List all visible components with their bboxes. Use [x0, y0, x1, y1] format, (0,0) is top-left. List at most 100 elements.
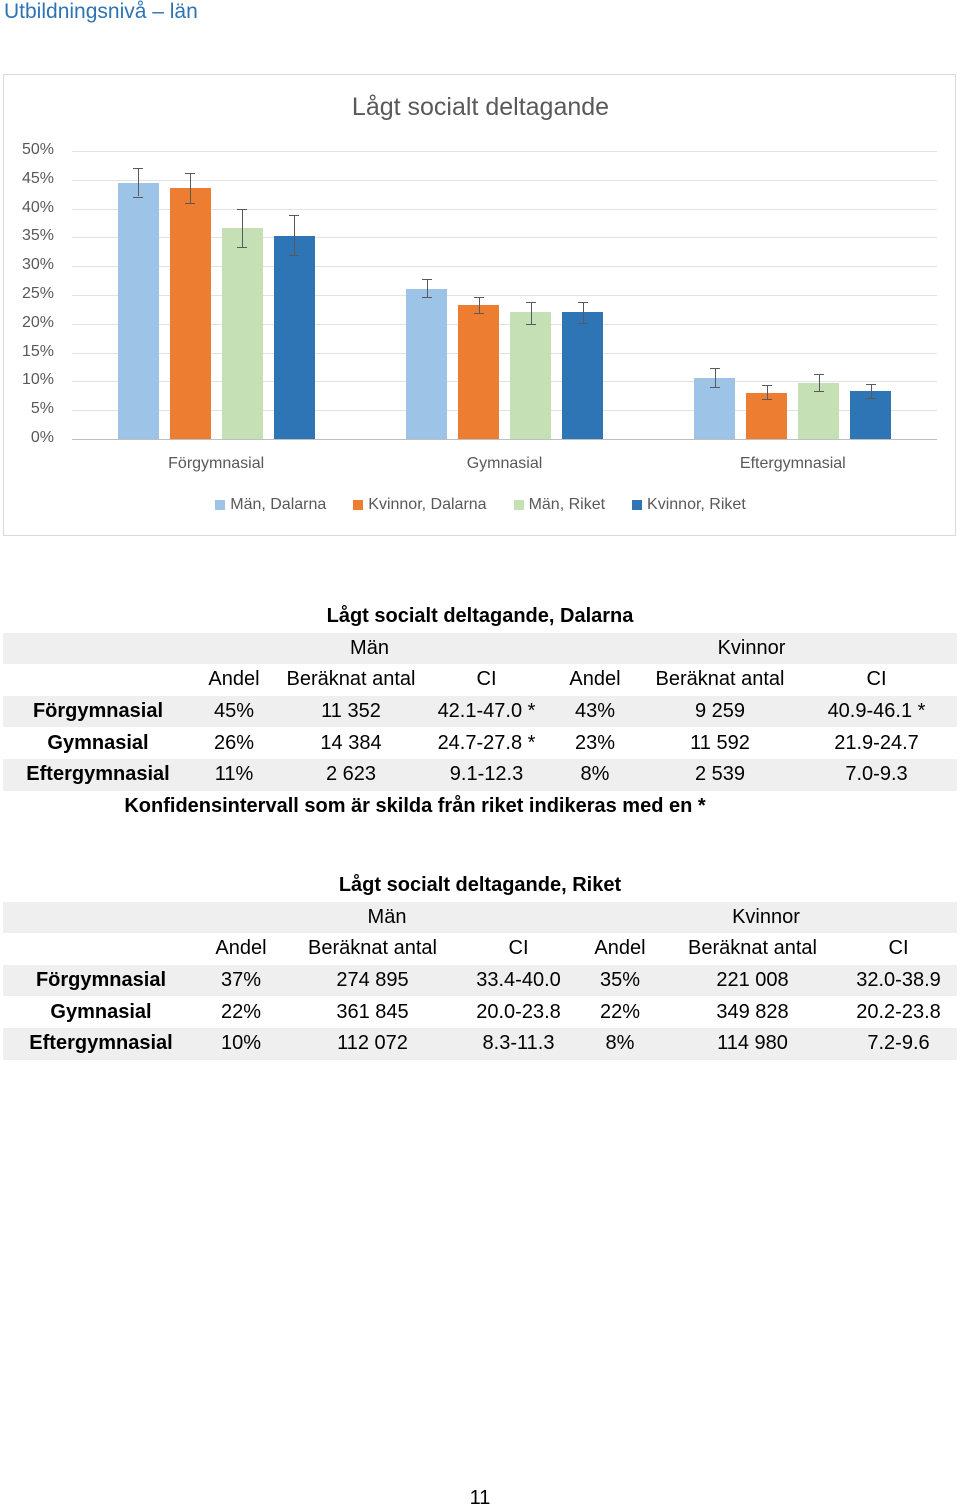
- group-header-women: Kvinnor: [575, 901, 957, 934]
- table-cell: 14 384: [320, 731, 382, 754]
- table-cell: 33.4-40.0: [462, 964, 575, 997]
- table-cell: 8%: [546, 758, 644, 791]
- table-cell: 20.0-23.8: [476, 1000, 561, 1023]
- error-bar: [426, 278, 428, 297]
- y-tick-label: 10%: [21, 371, 54, 389]
- bar: [562, 312, 603, 439]
- legend-item: Män, Riket: [513, 496, 606, 514]
- table-cell: 10%: [199, 1027, 283, 1060]
- y-tick-label: 50%: [21, 141, 54, 158]
- table-cell: 42.1-47.0 *: [427, 695, 546, 728]
- table-cell: 22%: [599, 1000, 641, 1023]
- error-bar-cap: [525, 323, 536, 325]
- bar: [798, 383, 840, 439]
- table-riket: Lågt socialt deltagande, Riket Män Kvinn…: [3, 870, 957, 1060]
- error-bar-cap: [237, 246, 248, 248]
- group-header-men: Män: [193, 632, 546, 665]
- row-label: Eftergymnasial: [3, 1027, 199, 1060]
- table-cell: 361 845: [336, 1000, 409, 1023]
- error-bar-cap: [421, 296, 432, 298]
- error-bar-cap: [577, 322, 588, 324]
- gridline: [72, 151, 937, 152]
- error-bar-cap: [473, 296, 484, 298]
- y-tick-label: 25%: [21, 285, 54, 302]
- error-bar-cap: [577, 301, 588, 303]
- page-heading: Utbildningsnivå – län: [4, 0, 198, 23]
- table-cell: 7.0-9.3: [796, 758, 957, 791]
- bar: [117, 182, 159, 439]
- row-label: Förgymnasial: [3, 695, 193, 728]
- legend-label: Män, Riket: [528, 496, 606, 513]
- table-note: Konfidensintervall som är skilda från ri…: [124, 795, 706, 817]
- bar: [169, 188, 211, 439]
- table-cell: 43%: [546, 695, 644, 728]
- group-header-women: Kvinnor: [546, 632, 957, 665]
- x-category-label: Eftergymnasial: [739, 455, 846, 472]
- error-bar-cap: [289, 214, 300, 216]
- gridline: [72, 266, 937, 268]
- error-bar: [530, 301, 532, 324]
- table-cell: 9.1-12.3: [427, 758, 546, 791]
- bar: [746, 392, 788, 439]
- legend-item: Kvinnor, Dalarna: [353, 496, 487, 514]
- table-cell: 11 592: [690, 731, 750, 754]
- table-cell: 37%: [199, 964, 283, 997]
- error-bar-cap: [133, 168, 144, 170]
- error-bar: [242, 208, 244, 247]
- page-number: 11: [469, 1487, 491, 1509]
- column-header: Andel: [569, 668, 621, 691]
- column-header: Andel: [215, 937, 267, 960]
- table-cell: 112 072: [283, 1027, 462, 1060]
- legend-label: Kvinnor, Dalarna: [368, 496, 487, 513]
- table-cell: 23%: [574, 731, 616, 754]
- error-bar: [190, 173, 192, 204]
- y-tick-label: 20%: [21, 313, 54, 331]
- error-bar: [478, 296, 480, 313]
- legend-item: Kvinnor, Riket: [632, 496, 746, 514]
- error-bar-cap: [865, 383, 876, 385]
- error-bar-cap: [709, 386, 720, 388]
- y-tick-label: 5%: [30, 400, 54, 418]
- column-header: Beräknat antal: [688, 937, 817, 960]
- table-row: Gymnasial 26% 14 384 24.7-27.8 * 23% 11 …: [3, 727, 957, 759]
- gridline: [72, 179, 937, 181]
- column-header: CI: [476, 668, 497, 691]
- column-header: CI: [888, 937, 909, 960]
- y-tick-label: 35%: [21, 227, 54, 245]
- gridline: [72, 381, 937, 383]
- y-tick-label: 0%: [30, 429, 54, 446]
- table-cell: 349 828: [716, 1000, 789, 1023]
- y-tick-label: 15%: [21, 342, 54, 360]
- legend-swatch: [632, 500, 643, 510]
- row-label: Förgymnasial: [3, 964, 199, 997]
- bar: [273, 235, 315, 439]
- table-cell: 2 623: [275, 758, 427, 791]
- gridline: [72, 323, 937, 325]
- column-header: Beräknat antal: [286, 668, 416, 691]
- table-row: Eftergymnasial 11% 2 623 9.1-12.3 8% 2 5…: [3, 758, 957, 791]
- gridline: [72, 208, 937, 210]
- table-row: Eftergymnasial 10% 112 072 8.3-11.3 8% 1…: [3, 1027, 957, 1060]
- table-cell: 2 539: [644, 758, 796, 791]
- legend-label: Män, Dalarna: [230, 496, 327, 513]
- error-bar-cap: [813, 391, 824, 393]
- error-bar: [138, 168, 140, 197]
- table-cell: 24.7-27.8 *: [437, 731, 536, 754]
- bar: [510, 312, 551, 439]
- table-cell: 8.3-11.3: [462, 1027, 575, 1060]
- bar: [406, 289, 447, 439]
- error-bar-cap: [185, 203, 196, 205]
- table-cell: 22%: [220, 1000, 262, 1023]
- x-category-label: Gymnasial: [466, 455, 543, 472]
- row-label: Gymnasial: [50, 1000, 152, 1023]
- table-cell: 45%: [193, 695, 275, 728]
- gridline: [72, 410, 937, 412]
- error-bar-cap: [473, 312, 484, 314]
- legend-label: Kvinnor, Riket: [647, 496, 746, 513]
- legend-swatch: [353, 500, 364, 510]
- table-row: Förgymnasial 45% 11 352 42.1-47.0 * 43% …: [3, 695, 957, 728]
- table-dalarna: Lågt socialt deltagande, Dalarna Män Kvi…: [3, 601, 957, 791]
- error-bar-cap: [237, 208, 248, 210]
- error-bar-cap: [525, 301, 536, 303]
- table-cell: 7.2-9.6: [840, 1027, 957, 1060]
